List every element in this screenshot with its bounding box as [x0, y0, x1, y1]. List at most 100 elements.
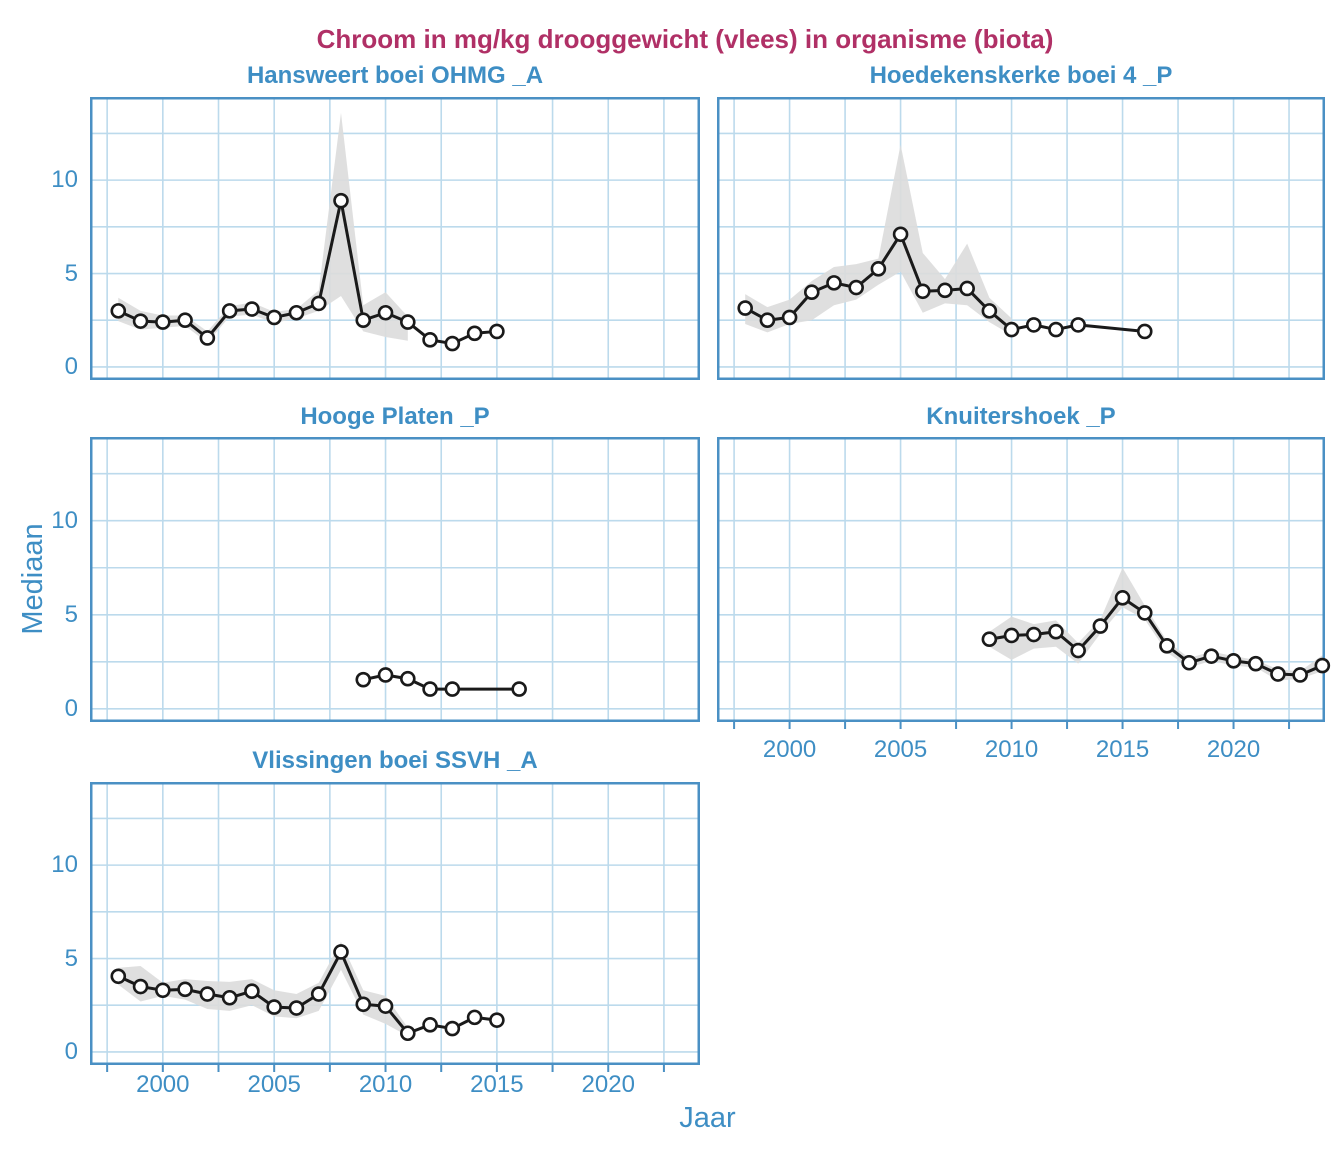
- data-point: [937, 282, 953, 299]
- x-tick-marks: [106, 1065, 665, 1072]
- x-tick-label: 2010: [358, 1071, 413, 1098]
- data-point: [377, 304, 394, 321]
- x-tick-label: 2010: [984, 736, 1039, 763]
- x-axis-label: Jaar: [679, 1102, 736, 1134]
- y-tick-label: 10: [51, 166, 78, 194]
- data-points: [737, 226, 1153, 340]
- x-tick-label: 2020: [1206, 736, 1261, 763]
- data-point: [1136, 605, 1153, 621]
- data-point: [288, 304, 305, 321]
- data-point: [1136, 323, 1153, 340]
- data-point: [155, 982, 171, 999]
- data-point: [1070, 317, 1086, 333]
- data-points: [981, 590, 1331, 683]
- data-point: [1003, 627, 1020, 644]
- data-point: [466, 325, 483, 342]
- data-point: [177, 981, 193, 998]
- confidence-band: [989, 567, 1323, 681]
- gridlines: [90, 97, 700, 380]
- panel-title: Knuitershoek _P: [926, 403, 1116, 430]
- data-point: [110, 968, 127, 985]
- plot-panel: [717, 437, 1331, 729]
- data-point: [155, 314, 171, 330]
- plot-canvas: [90, 97, 700, 380]
- data-point: [355, 996, 372, 1013]
- y-tick-label: 0: [64, 694, 78, 722]
- data-point: [1048, 623, 1064, 640]
- y-tick-label: 0: [64, 352, 78, 380]
- y-tick-label: 0: [64, 1037, 78, 1065]
- data-point: [377, 667, 394, 683]
- x-tick-label: 2005: [873, 736, 928, 763]
- data-point: [199, 330, 216, 346]
- plot-panel: [90, 97, 700, 380]
- data-point: [1270, 666, 1286, 682]
- x-tick-label: 2015: [1095, 736, 1150, 763]
- y-axis-label: Mediaan: [17, 523, 49, 635]
- data-point: [1181, 654, 1197, 671]
- data-point: [826, 275, 842, 291]
- data-point: [466, 1009, 483, 1026]
- data-point: [400, 314, 416, 330]
- x-tick-label: 2000: [136, 1071, 190, 1098]
- data-points: [110, 944, 505, 1042]
- data-point: [489, 1012, 505, 1028]
- data-point: [422, 681, 438, 697]
- data-point: [444, 1020, 461, 1037]
- data-point: [422, 1017, 438, 1033]
- data-point: [244, 983, 260, 1000]
- data-point: [1159, 638, 1175, 654]
- data-point: [400, 670, 416, 687]
- data-point: [132, 313, 149, 329]
- data-point: [489, 323, 505, 340]
- data-point: [1025, 317, 1042, 333]
- data-point: [221, 989, 238, 1006]
- data-point: [781, 309, 798, 326]
- data-point: [1114, 590, 1131, 606]
- data-point: [914, 283, 931, 300]
- panel-border: [90, 437, 700, 722]
- plot-panel: [90, 437, 700, 722]
- data-point: [132, 978, 149, 995]
- plot-panel: [90, 782, 700, 1072]
- data-point: [377, 998, 394, 1014]
- confidence-band: [745, 144, 1012, 336]
- x-tick-marks: [733, 722, 1291, 729]
- y-tick-label: 10: [51, 851, 78, 879]
- data-point: [1292, 667, 1308, 683]
- data-point: [355, 312, 372, 329]
- data-point: [310, 986, 327, 1002]
- data-point: [981, 631, 998, 648]
- data-point: [1070, 642, 1086, 659]
- panel-border: [717, 437, 1325, 722]
- plot-panel: [717, 97, 1325, 380]
- data-point: [511, 681, 527, 697]
- data-point: [333, 192, 349, 209]
- plot-canvas: [90, 782, 700, 1072]
- y-tick-label: 5: [64, 944, 78, 972]
- panel-border: [717, 97, 1325, 380]
- x-tick-label: 2020: [581, 1071, 635, 1098]
- data-point: [1203, 648, 1220, 664]
- x-tick-label: 2015: [470, 1071, 524, 1098]
- data-point: [737, 300, 753, 316]
- data-point: [803, 284, 820, 301]
- data-point: [959, 280, 975, 297]
- data-point: [444, 335, 461, 352]
- data-point: [848, 279, 864, 296]
- gridlines: [90, 782, 700, 1065]
- data-point: [1092, 618, 1109, 634]
- x-tick-label: 2000: [762, 736, 817, 763]
- data-point: [870, 261, 887, 277]
- data-point: [400, 1025, 416, 1042]
- y-tick-label: 10: [51, 506, 78, 534]
- plot-canvas: [90, 437, 700, 722]
- data-point: [1003, 321, 1020, 338]
- data-point: [221, 303, 238, 319]
- plot-canvas: [717, 97, 1325, 380]
- panel-border: [90, 97, 700, 380]
- data-point: [110, 303, 127, 319]
- data-point: [759, 312, 776, 329]
- chart-title: Chroom in mg/kg drooggewicht (vlees) in …: [316, 24, 1054, 54]
